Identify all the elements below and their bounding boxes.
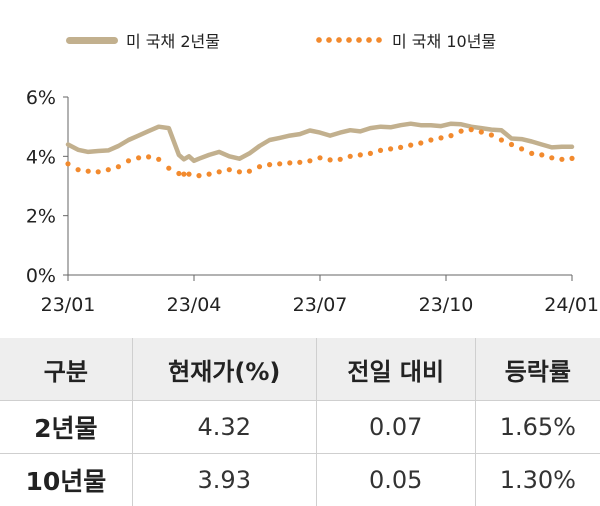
header-rate: 등락률 (475, 338, 600, 401)
y-tick-label: 2% (26, 206, 56, 228)
series-10y-point (307, 158, 312, 163)
cell-change-10y: 0.05 (316, 454, 475, 506)
table-row: 10년물 3.93 0.05 1.30% (0, 454, 600, 506)
x-tick-label: 23/04 (167, 294, 222, 316)
series-10y-point (297, 160, 302, 165)
series-10y-point (287, 160, 292, 165)
series-10y-point (267, 162, 272, 167)
cell-current-10y: 3.93 (132, 454, 316, 506)
series-10y-point (166, 166, 171, 171)
x-tick-label: 23/07 (293, 294, 348, 316)
series-10y-point (76, 167, 81, 172)
series-10y-point (116, 164, 121, 169)
series-10y-point (96, 169, 101, 174)
series-10y-point (277, 161, 282, 166)
series-10y-point (358, 152, 363, 157)
series-10y-point (186, 172, 191, 177)
series-10y-point (569, 156, 574, 161)
yield-line-chart: 0% 2% 4% 6% 23/01 23/04 23/07 23/10 24/01 (0, 0, 600, 330)
x-tick-label: 23/01 (41, 294, 96, 316)
header-category: 구분 (0, 338, 132, 401)
series-10y-point (338, 157, 343, 162)
series-10y-point (509, 142, 514, 147)
row-label-10y: 10년물 (0, 454, 132, 506)
x-tick-label: 24/01 (544, 294, 599, 316)
series-10y-point (328, 157, 333, 162)
x-tick-label: 23/10 (419, 294, 474, 316)
series-10y-point (448, 133, 453, 138)
series-10y-point (348, 154, 353, 159)
series-10y-point (388, 146, 393, 151)
series-10y-point (549, 155, 554, 160)
series-10y-point (207, 172, 212, 177)
series-10y-point (428, 137, 433, 142)
y-tick-label: 6% (26, 87, 56, 109)
series-10y-point (247, 169, 252, 174)
series-10y-point (469, 127, 474, 132)
cell-rate-10y: 1.30% (475, 454, 600, 506)
series-10y-point (146, 154, 151, 159)
series-10y-point (489, 132, 494, 137)
series-10y-point (368, 151, 373, 156)
cell-rate-2y: 1.65% (475, 401, 600, 454)
header-change: 전일 대비 (316, 338, 475, 401)
series-10y-point (408, 143, 413, 148)
series-10y-point (106, 167, 111, 172)
series-10y-point (317, 155, 322, 160)
table-row: 2년물 4.32 0.07 1.65% (0, 401, 600, 454)
series-10y-point (459, 129, 464, 134)
series-10y-point (398, 145, 403, 150)
series-10y-point (378, 148, 383, 153)
series-10y-point (559, 157, 564, 162)
series-10y-point (479, 129, 484, 134)
series-10y-point (257, 164, 262, 169)
series-10y-point (237, 169, 242, 174)
series-10y-point (86, 169, 91, 174)
cell-current-2y: 4.32 (132, 401, 316, 454)
series-10y-point (529, 151, 534, 156)
series-10y-point (227, 167, 232, 172)
series-10y-point (418, 140, 423, 145)
series-10y-point (181, 172, 186, 177)
y-tick-label: 0% (26, 265, 56, 287)
series-10y-point (136, 155, 141, 160)
header-current: 현재가(%) (132, 338, 316, 401)
series-10y-point (519, 146, 524, 151)
cell-change-2y: 0.07 (316, 401, 475, 454)
series-10y-point (539, 152, 544, 157)
series-10y-point (126, 158, 131, 163)
series-10y-point (499, 137, 504, 142)
yield-summary-table: 구분 현재가(%) 전일 대비 등락률 2년물 4.32 0.07 1.65% … (0, 338, 600, 506)
series-10y-point (196, 173, 201, 178)
series-10y-point (438, 135, 443, 140)
y-tick-label: 4% (26, 146, 56, 168)
row-label-2y: 2년물 (0, 401, 132, 454)
series-10y-point (176, 171, 181, 176)
series-10y-point (217, 169, 222, 174)
series-10y-point (65, 161, 70, 166)
series-10y-point (156, 157, 161, 162)
table-header-row: 구분 현재가(%) 전일 대비 등락률 (0, 338, 600, 401)
